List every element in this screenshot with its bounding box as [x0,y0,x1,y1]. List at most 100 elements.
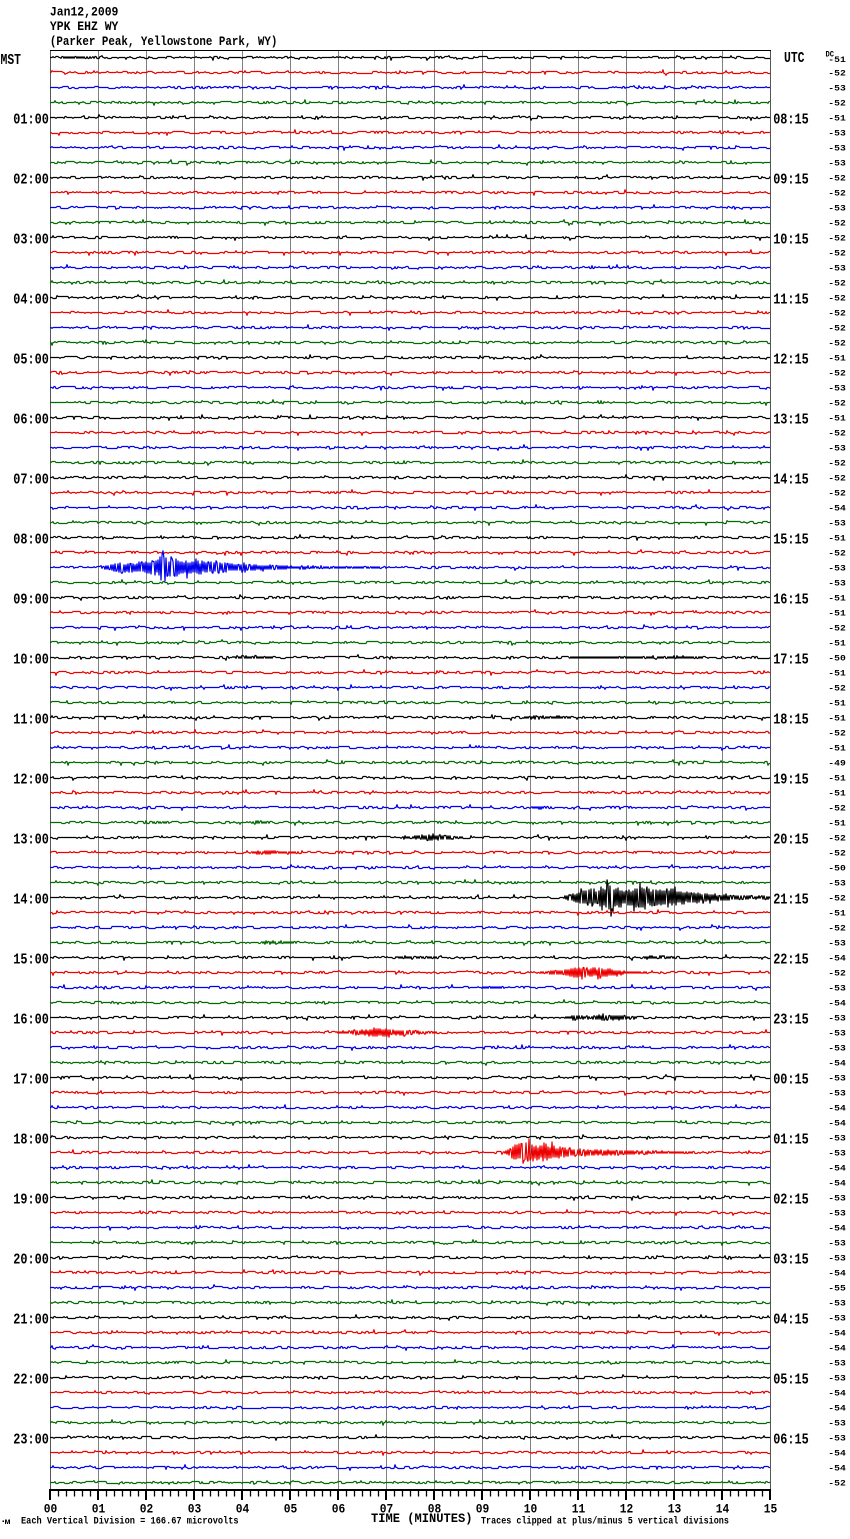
svg-text:15: 15 [764,1502,778,1517]
svg-text:-53: -53 [828,264,846,274]
svg-text:Traces clipped at plus/minus 5: Traces clipped at plus/minus 5 vertical … [481,1516,729,1528]
svg-text:02: 02 [140,1502,154,1517]
svg-text:-52: -52 [828,309,846,319]
svg-text:-52: -52 [828,834,846,844]
svg-text:-50: -50 [828,654,846,664]
svg-text:21:00: 21:00 [13,1313,49,1329]
svg-text:-52: -52 [828,1479,846,1489]
svg-text:-54: -54 [828,1059,846,1069]
svg-text:DC: DC [826,50,835,60]
svg-text:Each Vertical Division = 166.: Each Vertical Division = 166.67 microvol… [21,1516,239,1528]
svg-text:20:15: 20:15 [773,833,809,849]
svg-text:04:15: 04:15 [773,1313,809,1329]
svg-text:10: 10 [524,1502,538,1517]
svg-text:-53: -53 [828,519,846,529]
svg-text:-51: -51 [828,789,846,799]
svg-text:-54: -54 [828,1104,846,1114]
svg-text:07:00: 07:00 [13,473,49,489]
svg-text:-53: -53 [828,1419,846,1429]
svg-text:-54: -54 [828,1389,846,1399]
svg-text:-53: -53 [828,384,846,394]
svg-text:-51: -51 [828,714,846,724]
svg-text:-54: -54 [828,999,846,1009]
svg-text:-53: -53 [828,144,846,154]
svg-text:-52: -52 [828,429,846,439]
svg-text:-52: -52 [828,369,846,379]
svg-text:UTC: UTC [784,51,805,67]
svg-text:-55: -55 [828,1284,846,1294]
svg-text:06:00: 06:00 [13,413,49,429]
svg-text:-52: -52 [828,474,846,484]
svg-text:YPK EHZ WY: YPK EHZ WY [50,20,119,34]
svg-text:23:15: 23:15 [773,1013,809,1029]
svg-text:01:15: 01:15 [773,1133,809,1149]
svg-text:04: 04 [236,1502,250,1517]
svg-text:-52: -52 [828,174,846,184]
svg-text:-51: -51 [828,639,846,649]
svg-text:-53: -53 [828,564,846,574]
svg-text:-52: -52 [828,489,846,499]
svg-text:02:00: 02:00 [13,173,49,189]
svg-text:-52: -52 [828,849,846,859]
svg-text:01:00: 01:00 [13,113,49,129]
svg-text:-51: -51 [828,594,846,604]
svg-text:-54: -54 [828,1464,846,1474]
svg-text:09:00: 09:00 [13,593,49,609]
svg-text:13: 13 [668,1502,682,1517]
svg-text:-54: -54 [828,954,846,964]
svg-text:-52: -52 [828,924,846,934]
svg-text:13:00: 13:00 [13,833,49,849]
svg-text:-53: -53 [828,1014,846,1024]
svg-text:-51: -51 [828,354,846,364]
svg-text:-52: -52 [828,399,846,409]
svg-text:-53: -53 [828,1359,846,1369]
svg-text:(Parker Peak, Yellowstone Park: (Parker Peak, Yellowstone Park, WY) [50,35,278,49]
svg-text:-52: -52 [828,729,846,739]
svg-text:-51: -51 [828,534,846,544]
svg-text:06: 06 [332,1502,346,1517]
svg-text:-51: -51 [828,55,846,65]
svg-text:05:15: 05:15 [773,1373,809,1389]
svg-text:Jan12,2009: Jan12,2009 [50,6,119,20]
svg-text:-51: -51 [828,744,846,754]
svg-text:02:15: 02:15 [773,1193,809,1209]
svg-text:00: 00 [44,1502,58,1517]
svg-text:11:00: 11:00 [13,713,49,729]
svg-text:TIME (MINUTES): TIME (MINUTES) [371,1512,473,1526]
svg-text:-54: -54 [828,1404,846,1414]
svg-text:-52: -52 [828,459,846,469]
svg-text:-52: -52 [828,324,846,334]
svg-text:MST: MST [1,53,22,69]
svg-text:-53: -53 [828,129,846,139]
svg-text:-53: -53 [828,939,846,949]
svg-text:00:15: 00:15 [773,1073,809,1089]
svg-text:-54: -54 [828,1224,846,1234]
svg-text:08:00: 08:00 [13,533,49,549]
svg-text:-54: -54 [828,1269,846,1279]
svg-text:14:15: 14:15 [773,473,809,489]
svg-text:-51: -51 [828,414,846,424]
svg-text:12: 12 [620,1502,634,1517]
svg-text:10:15: 10:15 [773,233,809,249]
svg-text:23:00: 23:00 [13,1433,49,1449]
svg-text:07: 07 [380,1502,394,1517]
svg-text:-52: -52 [828,189,846,199]
svg-text:11: 11 [572,1502,586,1517]
svg-text:21:15: 21:15 [773,893,809,909]
svg-text:22:15: 22:15 [773,953,809,969]
svg-text:05:00: 05:00 [13,353,49,369]
svg-text:-54: -54 [828,1449,846,1459]
svg-text:-54: -54 [828,1119,846,1129]
svg-text:-52: -52 [828,279,846,289]
svg-text:-53: -53 [828,1314,846,1324]
svg-text:03:00: 03:00 [13,233,49,249]
svg-text:18:00: 18:00 [13,1133,49,1149]
svg-text:-53: -53 [828,1299,846,1309]
svg-text:-50: -50 [828,864,846,874]
svg-text:-54: -54 [828,1329,846,1339]
svg-text:16:00: 16:00 [13,1013,49,1029]
svg-text:-53: -53 [828,1254,846,1264]
svg-text:-53: -53 [828,84,846,94]
svg-text:-53: -53 [828,879,846,889]
svg-text:-52: -52 [828,804,846,814]
